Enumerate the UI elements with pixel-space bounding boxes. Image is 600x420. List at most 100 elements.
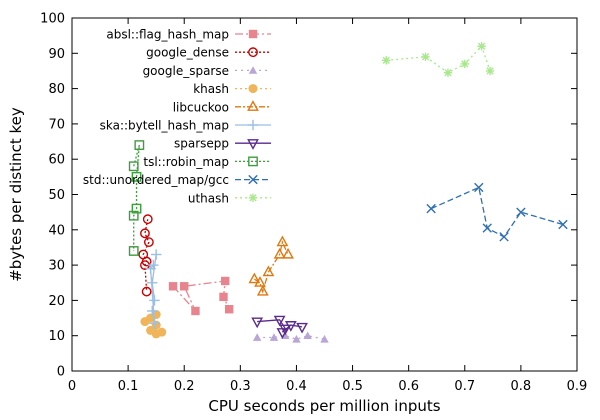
- x-tick-label: 0.9: [567, 379, 588, 394]
- point-marker: [486, 67, 494, 75]
- data-point: [248, 66, 258, 74]
- legend-label: sparsepp: [174, 137, 229, 151]
- y-tick-label: 70: [48, 117, 65, 132]
- legend-entry: google_dense: [146, 46, 271, 60]
- point-marker: [477, 42, 486, 50]
- point-marker: [276, 328, 289, 339]
- point-marker: [262, 265, 275, 277]
- point-marker: [282, 247, 294, 259]
- series-line: [257, 335, 325, 340]
- y-tick-label: 60: [48, 153, 65, 168]
- data-point: [248, 29, 258, 39]
- data-point: [248, 174, 258, 185]
- point-marker: [142, 214, 153, 225]
- data-point: [516, 207, 526, 217]
- x-tick-label: 0.8: [511, 379, 532, 394]
- x-tick-label: 0.7: [454, 379, 475, 394]
- series-line: [430, 186, 564, 238]
- data-point: [131, 171, 142, 182]
- data-point: [248, 47, 258, 58]
- point-marker: [249, 194, 257, 202]
- data-point: [128, 161, 139, 172]
- x-tick-label: 0.4: [286, 379, 307, 394]
- y-tick-label: 10: [48, 329, 65, 344]
- legend-entry: tsl::robin_map: [143, 155, 271, 169]
- x-tick-label: 0.2: [174, 379, 195, 394]
- point-marker: [499, 232, 509, 242]
- data-point: [220, 276, 230, 286]
- point-marker: [128, 161, 139, 172]
- point-marker: [426, 203, 436, 214]
- data-point: [149, 318, 160, 329]
- legend-label: ska::bytell_hash_map: [100, 119, 229, 133]
- x-tick-label: 0.6: [398, 379, 419, 394]
- data-point: [141, 286, 152, 297]
- data-point: [146, 325, 156, 335]
- data-point: [482, 223, 492, 233]
- y-axis: 0 10 20 30 40 50 60 70 80 90 100: [40, 12, 577, 380]
- series-google-sparse: [252, 331, 329, 343]
- point-marker: [168, 282, 178, 291]
- series-layer: [128, 42, 568, 343]
- legend-entry: std::unordered_map/gcc: [83, 173, 271, 187]
- point-marker: [252, 333, 262, 341]
- point-marker: [131, 171, 142, 182]
- point-marker: [248, 29, 258, 39]
- data-point: [276, 328, 289, 339]
- data-point: [460, 59, 469, 69]
- point-marker: [251, 317, 264, 329]
- legend-entry: khash: [193, 82, 271, 96]
- data-point: [273, 315, 286, 327]
- legend-entry: absl::flag_hash_map: [106, 28, 271, 42]
- point-marker: [248, 272, 261, 284]
- point-marker: [444, 69, 452, 77]
- data-point: [131, 203, 142, 214]
- data-point: [426, 203, 436, 214]
- legend-label: uthash: [188, 191, 229, 205]
- legend-label: khash: [193, 82, 229, 96]
- point-marker: [224, 305, 234, 314]
- data-point: [191, 306, 200, 316]
- point-marker: [128, 246, 139, 256]
- data-point: [273, 247, 286, 259]
- point-marker: [421, 53, 430, 61]
- legend-label: tsl::robin_map: [143, 155, 229, 169]
- point-marker: [516, 207, 526, 217]
- data-point: [248, 84, 258, 94]
- point-marker: [296, 322, 308, 334]
- point-marker: [143, 237, 154, 248]
- point-marker: [382, 56, 390, 65]
- x-tick-label: 0.3: [230, 379, 251, 394]
- series-ska-bytell-hash-map: [145, 249, 162, 329]
- data-point: [256, 284, 269, 296]
- data-point: [279, 324, 292, 336]
- point-marker: [269, 333, 279, 341]
- series-std-unordered-map-gcc: [426, 182, 568, 242]
- point-marker: [474, 182, 484, 193]
- point-marker: [482, 223, 492, 233]
- data-point: [474, 182, 484, 193]
- y-tick-label: 40: [48, 223, 65, 238]
- data-point: [149, 295, 160, 306]
- x-axis: 0 0.1 0.2 0.3 0.4 0.5 0.6 0.7 0.8 0.9: [68, 18, 587, 394]
- point-marker: [279, 324, 292, 336]
- data-point: [269, 333, 279, 341]
- point-marker: [141, 286, 152, 297]
- series-absl-flag-hash-map: [168, 276, 234, 316]
- legend-entry: ska::bytell_hash_map: [100, 119, 271, 133]
- series-sparsepp: [251, 315, 308, 339]
- legend-label: google_sparse: [143, 64, 229, 78]
- point-marker: [131, 203, 142, 214]
- data-point: [262, 265, 275, 277]
- point-marker: [191, 306, 200, 316]
- point-marker: [248, 174, 258, 185]
- point-marker: [303, 331, 312, 340]
- data-point: [421, 52, 430, 62]
- point-marker: [248, 84, 258, 94]
- data-point: [247, 100, 259, 111]
- data-point: [499, 232, 509, 242]
- series-uthash: [382, 42, 495, 77]
- data-point: [142, 214, 153, 225]
- legend-entry: sparsepp: [174, 137, 271, 151]
